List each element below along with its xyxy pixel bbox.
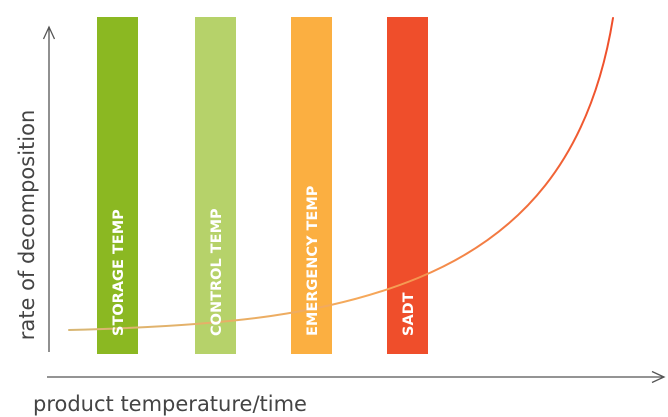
emergency-temp-bar [291,17,332,354]
storage-temp-label: STORAGE TEMP [111,209,127,336]
x-axis-arrow-icon [651,370,666,384]
emergency-temp-label: EMERGENCY TEMP [305,185,321,336]
decomposition-curve [68,17,614,331]
x-axis-title: product temperature/time [33,392,307,416]
control-temp-bar [195,17,236,354]
sadt-label: SADT [401,292,417,336]
y-axis-arrow-icon [42,25,56,40]
storage-temp-bar [97,17,138,354]
sadt-bar [387,17,428,354]
y-axis-title: rate of decomposition [15,110,39,341]
control-temp-label: CONTROL TEMP [209,208,225,336]
